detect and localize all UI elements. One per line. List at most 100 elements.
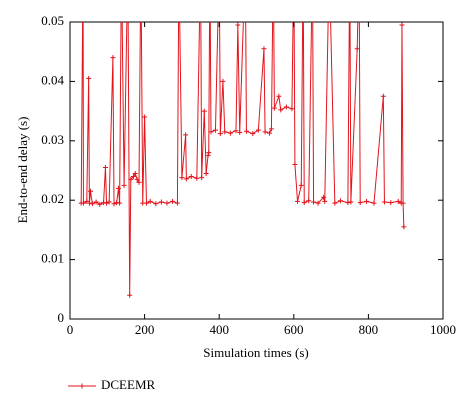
- point-marker: [117, 200, 123, 206]
- point-marker: [400, 200, 406, 206]
- y-tick-label: 0.04: [41, 72, 64, 87]
- y-axis-label: End-to-end delay (s): [15, 117, 30, 224]
- point-marker: [354, 46, 360, 52]
- point-marker: [127, 292, 133, 298]
- point-marker: [188, 173, 194, 179]
- point-marker: [206, 150, 212, 156]
- point-marker: [114, 200, 120, 206]
- point-marker: [183, 176, 189, 182]
- point-marker: [203, 170, 209, 176]
- point-marker: [399, 22, 405, 28]
- point-marker: [86, 200, 92, 206]
- point-marker: [271, 105, 277, 111]
- point-marker: [321, 194, 327, 200]
- point-marker: [227, 130, 233, 136]
- x-axis-label: Simulation times (s): [203, 345, 308, 360]
- plot-area: [78, 22, 407, 298]
- point-marker: [301, 200, 307, 206]
- point-marker: [136, 179, 142, 185]
- point-marker: [128, 176, 134, 182]
- point-marker: [205, 153, 211, 159]
- point-marker: [268, 126, 274, 132]
- point-marker: [233, 128, 239, 134]
- point-marker: [121, 182, 127, 188]
- y-tick-label: 0.01: [41, 251, 64, 266]
- point-marker: [106, 199, 112, 205]
- point-marker: [208, 129, 214, 135]
- point-marker: [194, 175, 200, 181]
- point-marker: [322, 198, 328, 204]
- point-marker: [217, 131, 223, 137]
- point-marker: [345, 200, 351, 206]
- point-marker: [89, 201, 95, 207]
- point-marker: [102, 165, 108, 171]
- point-marker: [111, 201, 117, 207]
- point-marker: [147, 198, 153, 204]
- point-marker: [130, 173, 136, 179]
- point-marker: [88, 188, 94, 194]
- point-marker: [278, 107, 284, 113]
- point-marker: [364, 198, 370, 204]
- point-marker: [298, 182, 304, 188]
- point-marker: [201, 108, 207, 114]
- x-tick-label: 0: [67, 322, 74, 337]
- point-marker: [86, 75, 92, 81]
- point-marker: [222, 129, 228, 135]
- x-tick-label: 200: [135, 322, 155, 337]
- x-tick-label: 1000: [430, 322, 456, 337]
- point-marker: [179, 175, 185, 181]
- point-marker: [93, 199, 99, 205]
- point-marker: [311, 199, 317, 205]
- point-marker: [371, 200, 377, 206]
- point-marker: [101, 200, 107, 206]
- point-marker: [255, 127, 261, 133]
- point-marker: [395, 198, 401, 204]
- legend-label: DCEEMR: [101, 377, 156, 392]
- point-marker: [104, 200, 110, 206]
- point-marker: [183, 132, 189, 138]
- y-tick-label: 0.02: [41, 191, 64, 206]
- point-marker: [199, 175, 205, 181]
- point-marker: [337, 198, 343, 204]
- point-marker: [276, 93, 282, 99]
- point-marker: [348, 199, 354, 205]
- point-marker: [80, 200, 86, 206]
- point-marker: [250, 131, 256, 137]
- series-line: [80, 22, 405, 296]
- point-marker: [235, 22, 241, 28]
- point-marker: [174, 200, 180, 206]
- point-marker: [292, 162, 298, 168]
- point-marker: [380, 93, 386, 99]
- point-marker: [158, 199, 164, 205]
- plot-frame: [69, 21, 444, 320]
- point-marker: [164, 200, 170, 206]
- point-marker: [237, 129, 243, 135]
- point-marker: [289, 106, 295, 112]
- y-tick-label: 0.03: [41, 132, 64, 147]
- point-marker: [110, 55, 116, 61]
- y-tick-label: 0: [58, 310, 65, 325]
- point-marker: [261, 46, 267, 52]
- point-marker: [283, 104, 289, 110]
- point-marker: [132, 170, 138, 176]
- x-tick-label: 600: [284, 322, 304, 337]
- point-marker: [295, 198, 301, 204]
- point-marker: [143, 200, 149, 206]
- point-marker: [388, 200, 394, 206]
- point-marker: [401, 224, 407, 230]
- point-marker: [306, 198, 312, 204]
- point-marker: [357, 200, 363, 206]
- point-marker: [153, 201, 159, 207]
- point-marker: [134, 176, 140, 182]
- point-marker: [170, 198, 176, 204]
- point-marker: [212, 127, 218, 133]
- y-tick-label: 0.05: [41, 13, 64, 28]
- point-marker: [115, 185, 121, 191]
- x-tick-label: 800: [359, 322, 379, 337]
- point-marker: [97, 201, 103, 207]
- point-marker: [381, 199, 387, 205]
- point-marker: [220, 78, 226, 84]
- point-marker: [84, 198, 90, 204]
- point-marker: [315, 200, 321, 206]
